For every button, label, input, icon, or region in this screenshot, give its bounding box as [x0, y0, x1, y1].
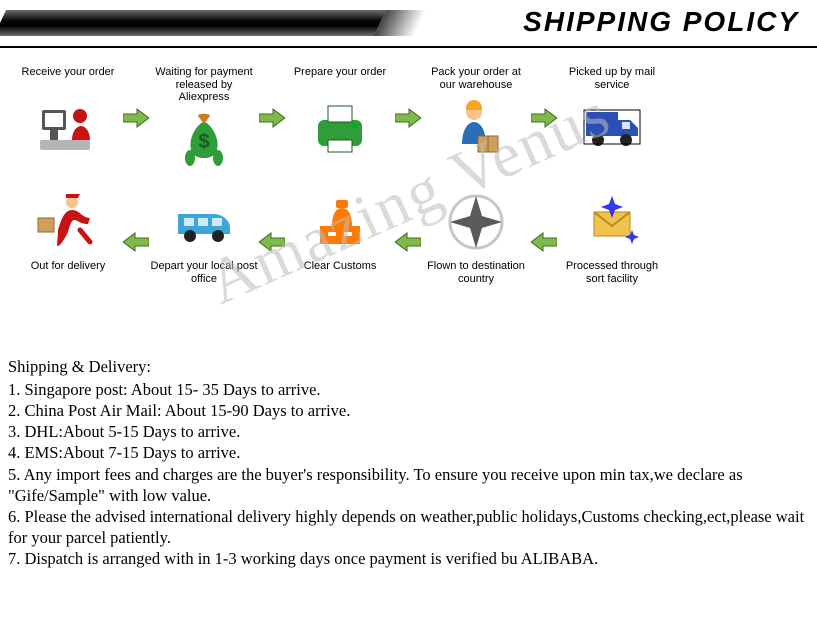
step-label: Depart your local post office	[150, 260, 258, 285]
process-row-top: Receive your order Waiting for payment r…	[14, 66, 803, 172]
header-stripe	[0, 10, 386, 36]
step-depart-post-office: Depart your local post office	[150, 190, 258, 285]
process-row-bottom: Out for delivery Depart your local post …	[14, 190, 803, 285]
van-icon	[150, 190, 258, 254]
step-label: Prepare your order	[286, 66, 394, 92]
policy-item: 3. DHL:About 5-15 Days to arrive.	[8, 421, 809, 442]
step-receive-order: Receive your order	[14, 66, 122, 160]
svg-text:$: $	[198, 131, 209, 153]
step-prepare-order: Prepare your order	[286, 66, 394, 160]
policy-item: 1. Singapore post: About 15- 35 Days to …	[8, 379, 809, 400]
running-courier-icon	[14, 190, 122, 254]
step-picked-up: Picked up by mail service	[558, 66, 666, 160]
policy-text-block: Shipping & Delivery: 1. Singapore post: …	[0, 348, 817, 569]
arrow-left-icon	[394, 232, 422, 252]
policy-item: 7. Dispatch is arranged with in 1-3 work…	[8, 548, 809, 569]
policy-item: 5. Any import fees and charges are the b…	[8, 464, 809, 506]
step-label: Out for delivery	[14, 260, 122, 273]
computer-person-icon	[14, 96, 122, 160]
step-label: Clear Customs	[286, 260, 394, 273]
truck-icon	[558, 96, 666, 160]
worker-box-icon	[422, 96, 530, 160]
policy-item: 6. Please the advised international deli…	[8, 506, 809, 548]
money-bag-icon: $	[150, 108, 258, 172]
step-processed-sort: Processed through sort facility	[558, 190, 666, 285]
step-pack-order: Pack your order at our warehouse	[422, 66, 530, 160]
arrow-left-icon	[258, 232, 286, 252]
process-diagram: Amazing Venus Receive your order Waiting…	[0, 48, 817, 348]
step-label: Picked up by mail service	[558, 66, 666, 92]
policy-heading: Shipping & Delivery:	[8, 356, 809, 377]
arrow-right-icon	[530, 108, 558, 128]
header-bar: SHIPPING POLICY	[0, 0, 817, 48]
step-label: Processed through sort facility	[558, 260, 666, 285]
arrow-right-icon	[394, 108, 422, 128]
customs-icon	[286, 190, 394, 254]
policy-item: 4. EMS:About 7-15 Days to arrive.	[8, 442, 809, 463]
airplane-icon	[422, 190, 530, 254]
arrow-left-icon	[530, 232, 558, 252]
sort-mail-icon	[558, 190, 666, 254]
step-clear-customs: Clear Customs	[286, 190, 394, 273]
printer-icon	[286, 96, 394, 160]
step-label: Waiting for payment released by Aliexpre…	[150, 66, 258, 104]
step-label: Receive your order	[14, 66, 122, 92]
arrow-right-icon	[258, 108, 286, 128]
step-out-for-delivery: Out for delivery	[14, 190, 122, 273]
arrow-right-icon	[122, 108, 150, 128]
page-title: SHIPPING POLICY	[523, 6, 799, 38]
step-flown-destination: Flown to destination country	[422, 190, 530, 285]
arrow-left-icon	[122, 232, 150, 252]
policy-item: 2. China Post Air Mail: About 15-90 Days…	[8, 400, 809, 421]
step-waiting-payment: Waiting for payment released by Aliexpre…	[150, 66, 258, 172]
step-label: Flown to destination country	[422, 260, 530, 285]
step-label: Pack your order at our warehouse	[422, 66, 530, 92]
